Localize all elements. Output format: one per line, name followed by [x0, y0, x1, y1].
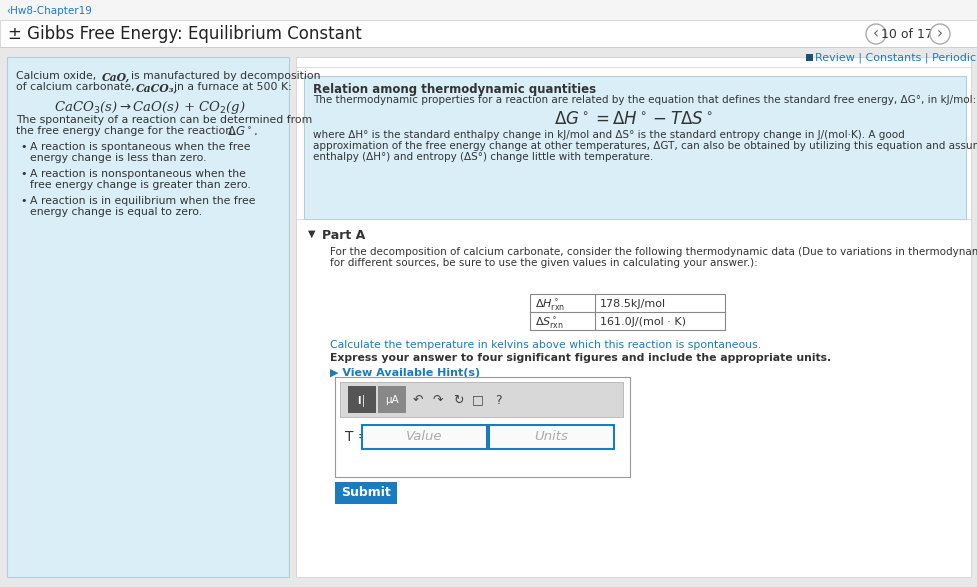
Text: is manufactured by decomposition: is manufactured by decomposition — [131, 71, 320, 81]
Text: free energy change is greater than zero.: free energy change is greater than zero. — [30, 180, 250, 190]
Bar — [361, 425, 487, 449]
Bar — [530, 294, 724, 330]
Text: •: • — [20, 196, 26, 206]
Text: Calcium oxide,: Calcium oxide, — [16, 71, 96, 81]
Text: ↻: ↻ — [452, 393, 463, 407]
Bar — [335, 482, 397, 504]
Bar — [7, 57, 289, 577]
Text: •: • — [20, 169, 26, 179]
Text: •: • — [20, 142, 26, 152]
Text: the free energy change for the reaction,: the free energy change for the reaction, — [16, 126, 235, 136]
Bar — [340, 382, 622, 417]
Bar — [304, 76, 965, 219]
Text: CaO,: CaO, — [102, 71, 130, 82]
Text: For the decomposition of calcium carbonate, consider the following thermodynamic: For the decomposition of calcium carbona… — [329, 247, 977, 257]
Text: A reaction is in equilibrium when the free: A reaction is in equilibrium when the fr… — [30, 196, 255, 206]
Text: □: □ — [472, 393, 484, 407]
Bar — [378, 386, 405, 413]
Text: $\Delta G^\circ = \Delta H^\circ - T\Delta S^\circ$: $\Delta G^\circ = \Delta H^\circ - T\Del… — [554, 111, 713, 128]
Text: Units: Units — [533, 430, 568, 444]
Text: $\Delta G^\circ$.: $\Delta G^\circ$. — [227, 126, 258, 139]
Text: T =: T = — [345, 430, 369, 444]
Text: ↷: ↷ — [432, 393, 443, 407]
Text: The thermodynamic properties for a reaction are related by the equation that def: The thermodynamic properties for a react… — [313, 95, 975, 105]
Text: ↶: ↶ — [412, 393, 423, 407]
Text: Submit: Submit — [341, 487, 391, 500]
Text: energy change is equal to zero.: energy change is equal to zero. — [30, 207, 202, 217]
Bar — [335, 377, 629, 477]
Text: Review | Constants | Periodic Table: Review | Constants | Periodic Table — [814, 53, 977, 63]
Bar — [348, 386, 375, 413]
Text: $\Delta H^\circ_{\rm rxn}$: $\Delta H^\circ_{\rm rxn}$ — [534, 298, 565, 313]
Text: Express your answer to four significant figures and include the appropriate unit: Express your answer to four significant … — [329, 353, 830, 363]
Text: Part A: Part A — [321, 229, 364, 242]
Text: ›: › — [936, 26, 942, 42]
Text: CaCO$_3$(s)$\rightarrow$CaO(s) + CO$_2$(g): CaCO$_3$(s)$\rightarrow$CaO(s) + CO$_2$(… — [54, 99, 246, 116]
Text: ‹: ‹ — [872, 26, 878, 42]
Text: The spontaneity of a reaction can be determined from: The spontaneity of a reaction can be det… — [16, 115, 312, 125]
Text: energy change is less than zero.: energy change is less than zero. — [30, 153, 206, 163]
Bar — [805, 54, 812, 61]
Bar — [0, 20, 977, 47]
Text: Value: Value — [405, 430, 442, 444]
Text: ± Gibbs Free Energy: Equilibrium Constant: ± Gibbs Free Energy: Equilibrium Constan… — [8, 25, 361, 43]
Text: ▼: ▼ — [308, 229, 316, 239]
Text: A reaction is spontaneous when the free: A reaction is spontaneous when the free — [30, 142, 250, 152]
Circle shape — [929, 24, 949, 44]
Text: μA: μA — [385, 395, 399, 405]
Circle shape — [865, 24, 885, 44]
Text: Relation among thermodynamic quantities: Relation among thermodynamic quantities — [313, 83, 596, 96]
Text: ?: ? — [494, 393, 501, 407]
Bar — [488, 425, 614, 449]
Text: 161.0J/(mol · K): 161.0J/(mol · K) — [599, 317, 685, 327]
Bar — [0, 0, 977, 20]
Text: enthalpy (ΔH°) and entropy (ΔS°) change little with temperature.: enthalpy (ΔH°) and entropy (ΔS°) change … — [313, 152, 653, 162]
Text: in a furnace at 500 K:: in a furnace at 500 K: — [174, 82, 291, 92]
Text: for different sources, be sure to use the given values in calculating your answe: for different sources, be sure to use th… — [329, 258, 757, 268]
Text: ▶ View Available Hint(s): ▶ View Available Hint(s) — [329, 368, 480, 378]
Text: CaCO₃,: CaCO₃, — [136, 82, 178, 93]
Text: ‹Hw8-Chapter19: ‹Hw8-Chapter19 — [6, 6, 92, 16]
Text: approximation of the free energy change at other temperatures, ΔGT, can also be : approximation of the free energy change … — [313, 141, 977, 151]
Text: A reaction is nonspontaneous when the: A reaction is nonspontaneous when the — [30, 169, 245, 179]
Text: Calculate the temperature in kelvins above which this reaction is spontaneous.: Calculate the temperature in kelvins abo… — [329, 340, 760, 350]
Text: of calcium carbonate,: of calcium carbonate, — [16, 82, 135, 92]
Bar — [296, 57, 970, 577]
Text: $\Delta S^\circ_{\rm rxn}$: $\Delta S^\circ_{\rm rxn}$ — [534, 316, 564, 331]
Text: where ΔH° is the standard enthalpy change in kJ/mol and ΔS° is the standard entr: where ΔH° is the standard enthalpy chang… — [313, 130, 904, 140]
Text: 10 of 17: 10 of 17 — [880, 28, 932, 41]
Text: 178.5kJ/mol: 178.5kJ/mol — [599, 299, 665, 309]
Text: I│: I│ — [357, 394, 366, 406]
